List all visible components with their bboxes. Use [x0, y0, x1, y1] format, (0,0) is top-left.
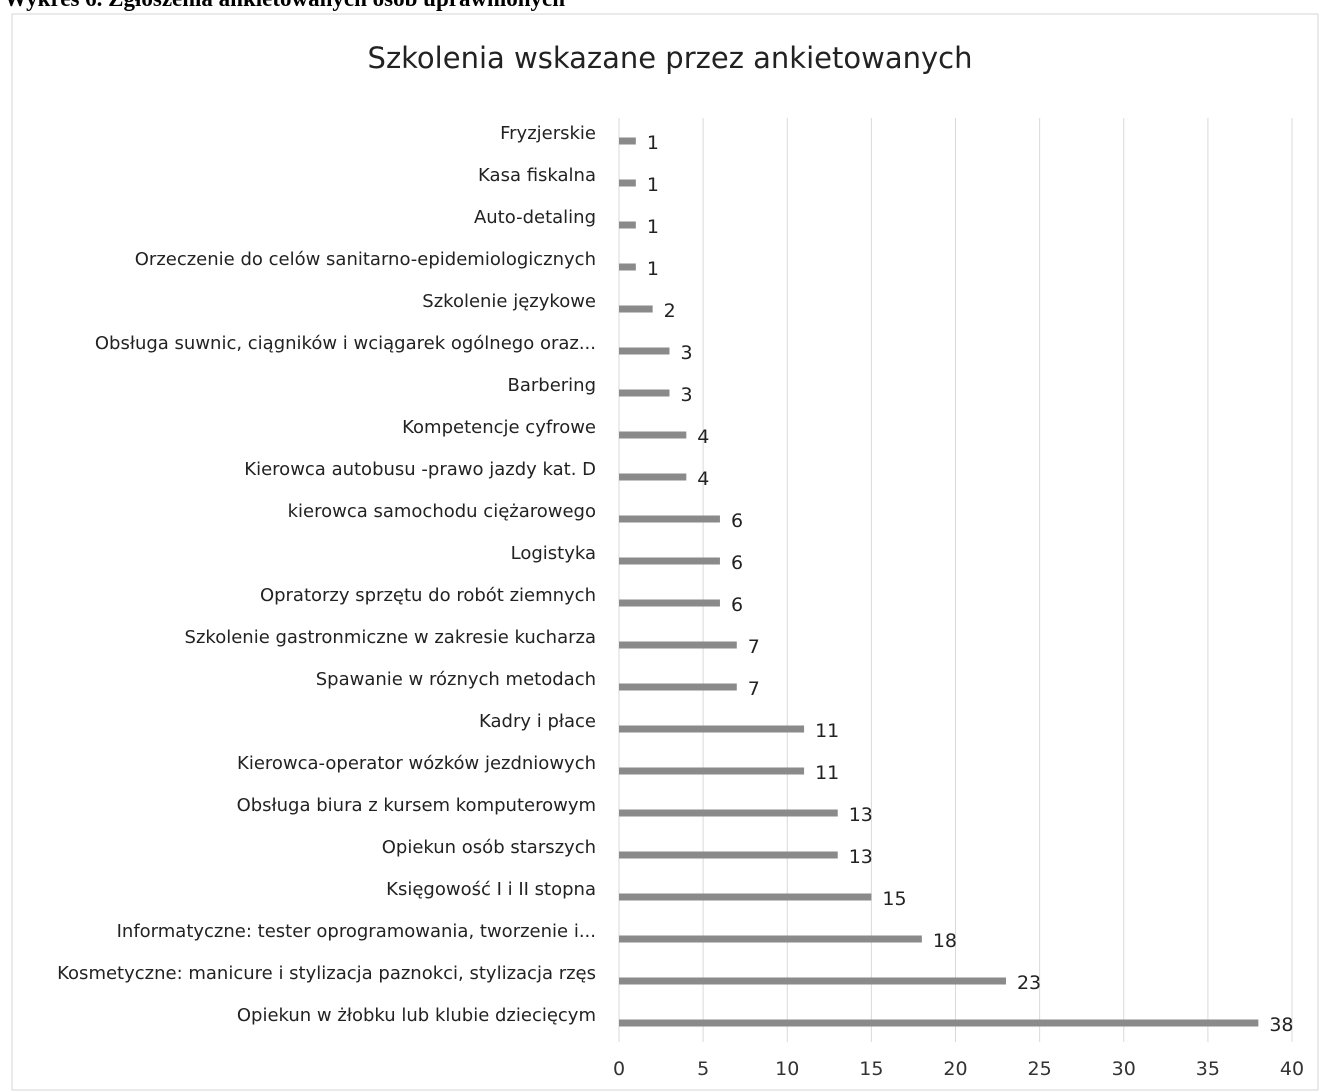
y-tick-label: Opiekun osób starszych [382, 837, 596, 858]
y-tick-label: Informatyczne: tester oprogramowania, tw… [117, 921, 596, 942]
bar [619, 767, 805, 775]
y-tick-label: Opratorzy sprzętu do robót ziemnych [260, 585, 596, 606]
y-tick-label: Obsługa biura z kursem komputerowym [237, 795, 596, 816]
bar [619, 977, 1006, 985]
y-tick-label: Opiekun w żłobku lub klubie dziecięcym [237, 1005, 596, 1026]
data-label: 4 [697, 468, 709, 490]
data-label: 1 [647, 258, 659, 280]
data-label: 3 [680, 342, 692, 364]
x-tick-label: 0 [613, 1058, 625, 1080]
y-tick-label: Spawanie w róznych metodach [316, 669, 596, 690]
bar [619, 389, 670, 397]
page-heading: Wykres 6. Zgłoszenia ankietowanych osób … [4, 0, 565, 11]
bar [619, 347, 670, 355]
data-label: 4 [697, 426, 709, 448]
x-tick-label: 20 [943, 1058, 967, 1080]
bar [619, 431, 687, 439]
data-label: 13 [849, 846, 873, 868]
data-label: 7 [748, 636, 760, 658]
x-tick-label: 30 [1112, 1058, 1136, 1080]
bar [619, 473, 687, 481]
y-tick-label: Auto-detaling [474, 207, 596, 228]
data-label: 7 [748, 678, 760, 700]
data-label: 23 [1017, 972, 1041, 994]
bar [619, 137, 636, 145]
y-tick-label: Kasa fiskalna [478, 165, 596, 186]
x-tick-label: 35 [1196, 1058, 1220, 1080]
y-tick-label: Kompetencje cyfrowe [402, 417, 596, 438]
bar [619, 557, 720, 565]
data-label: 6 [731, 552, 743, 574]
y-tick-label: Kierowca autobusu -prawo jazdy kat. D [244, 459, 596, 480]
x-tick-label: 40 [1280, 1058, 1304, 1080]
data-label: 1 [647, 174, 659, 196]
data-label: 13 [849, 804, 873, 826]
data-label: 18 [933, 930, 957, 952]
data-label: 2 [664, 300, 676, 322]
data-label: 11 [815, 720, 839, 742]
chart-frame [11, 13, 1319, 1091]
bar [619, 1019, 1259, 1027]
bar [619, 263, 636, 271]
y-tick-label: Logistyka [511, 543, 596, 564]
data-label: 6 [731, 510, 743, 532]
data-label: 38 [1269, 1014, 1293, 1036]
x-tick-label: 25 [1028, 1058, 1052, 1080]
bar [619, 515, 720, 523]
data-label: 1 [647, 216, 659, 238]
bar [619, 851, 838, 859]
y-tick-label: Szkolenie językowe [422, 291, 596, 312]
bar [619, 305, 653, 313]
data-label: 6 [731, 594, 743, 616]
y-tick-label: Obsługa suwnic, ciągników i wciągarek og… [95, 333, 596, 354]
bar [619, 725, 805, 733]
bar [619, 599, 720, 607]
y-tick-label: kierowca samochodu ciężarowego [288, 501, 596, 522]
y-tick-label: Kadry i płace [479, 711, 596, 732]
chart-title: Szkolenia wskazane przez ankietowanych [368, 41, 973, 75]
y-tick-label: Księgowość I i II stopna [386, 879, 596, 900]
bar [619, 809, 838, 817]
y-tick-label: Orzeczenie do celów sanitarno-epidemiolo… [135, 249, 596, 270]
y-tick-label: Kierowca-operator wózków jezdniowych [237, 753, 596, 774]
y-tick-label: Fryzjerskie [500, 123, 596, 144]
x-tick-label: 10 [775, 1058, 799, 1080]
bar [619, 179, 636, 187]
data-label: 1 [647, 132, 659, 154]
bar [619, 683, 737, 691]
y-tick-label: Szkolenie gastronmiczne w zakresie kucha… [185, 627, 596, 648]
x-tick-label: 5 [697, 1058, 709, 1080]
data-label: 15 [882, 888, 906, 910]
y-tick-label: Kosmetyczne: manicure i stylizacja pazno… [57, 963, 596, 984]
bar [619, 935, 922, 943]
data-label: 3 [680, 384, 692, 406]
data-label: 11 [815, 762, 839, 784]
x-tick-label: 15 [859, 1058, 883, 1080]
bar [619, 641, 737, 649]
bar [619, 893, 872, 901]
y-tick-label: Barbering [507, 375, 596, 396]
bar [619, 221, 636, 229]
